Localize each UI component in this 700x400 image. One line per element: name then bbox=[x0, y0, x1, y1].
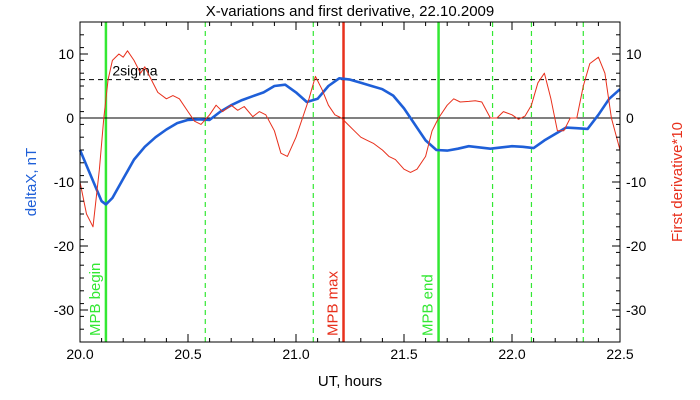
plot-frame bbox=[79, 21, 621, 343]
x-tick-label: 22.5 bbox=[606, 346, 633, 362]
y-tick-label-right: -30 bbox=[626, 302, 646, 318]
sigma-label: 2sigma bbox=[112, 63, 157, 79]
vline-label: MPB begin bbox=[87, 263, 104, 336]
y-axis-label-right: First derivative*10 bbox=[669, 122, 686, 242]
x-tick-label: 20.0 bbox=[66, 346, 93, 362]
deltax-line bbox=[78, 77, 621, 206]
derivative-line bbox=[79, 50, 621, 228]
y-axis-label-left: deltaX, nT bbox=[23, 148, 40, 216]
y-tick-label-left: 0 bbox=[66, 110, 74, 126]
x-axis-label: UT, hours bbox=[318, 373, 382, 390]
y-tick-label-right: -20 bbox=[626, 238, 646, 254]
y-tick-label-right: 0 bbox=[626, 110, 634, 126]
y-tick-label-right: -10 bbox=[626, 174, 646, 190]
vline-label: MPB end bbox=[420, 274, 437, 336]
x-tick-label: 20.5 bbox=[174, 346, 201, 362]
y-tick-label-left: 10 bbox=[58, 46, 74, 62]
vline-label: MPB max bbox=[325, 270, 342, 336]
chart-title: X-variations and first derivative, 22.10… bbox=[206, 3, 495, 20]
x-tick-label: 22.0 bbox=[498, 346, 525, 362]
y-tick-label-left: -10 bbox=[54, 174, 74, 190]
y-tick-label-right: 10 bbox=[626, 46, 642, 62]
x-tick-label: 21.0 bbox=[282, 346, 309, 362]
x-tick-label: 21.5 bbox=[390, 346, 417, 362]
y-tick-label-left: -30 bbox=[54, 302, 74, 318]
y-tick-label-left: -20 bbox=[54, 238, 74, 254]
